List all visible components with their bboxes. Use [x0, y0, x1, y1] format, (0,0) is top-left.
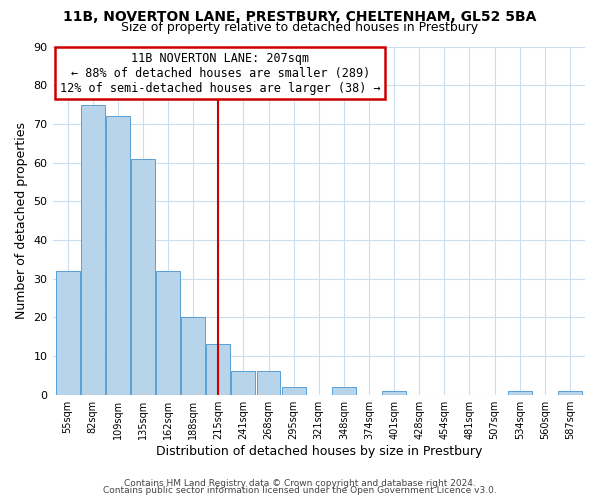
Bar: [282, 387, 305, 394]
Text: Contains HM Land Registry data © Crown copyright and database right 2024.: Contains HM Land Registry data © Crown c…: [124, 478, 476, 488]
Text: Size of property relative to detached houses in Prestbury: Size of property relative to detached ho…: [121, 21, 479, 34]
Text: 11B, NOVERTON LANE, PRESTBURY, CHELTENHAM, GL52 5BA: 11B, NOVERTON LANE, PRESTBURY, CHELTENHA…: [64, 10, 536, 24]
Bar: [206, 344, 230, 395]
Y-axis label: Number of detached properties: Number of detached properties: [15, 122, 28, 319]
Text: Contains public sector information licensed under the Open Government Licence v3: Contains public sector information licen…: [103, 486, 497, 495]
Bar: [181, 318, 205, 394]
Bar: [81, 104, 104, 395]
Bar: [382, 391, 406, 394]
X-axis label: Distribution of detached houses by size in Prestbury: Distribution of detached houses by size …: [155, 444, 482, 458]
Bar: [332, 387, 356, 394]
Text: 11B NOVERTON LANE: 207sqm
← 88% of detached houses are smaller (289)
12% of semi: 11B NOVERTON LANE: 207sqm ← 88% of detac…: [60, 52, 380, 94]
Bar: [131, 158, 155, 394]
Bar: [56, 271, 80, 394]
Bar: [232, 372, 256, 394]
Bar: [106, 116, 130, 394]
Bar: [257, 372, 280, 394]
Bar: [558, 391, 582, 394]
Bar: [156, 271, 180, 394]
Bar: [508, 391, 532, 394]
